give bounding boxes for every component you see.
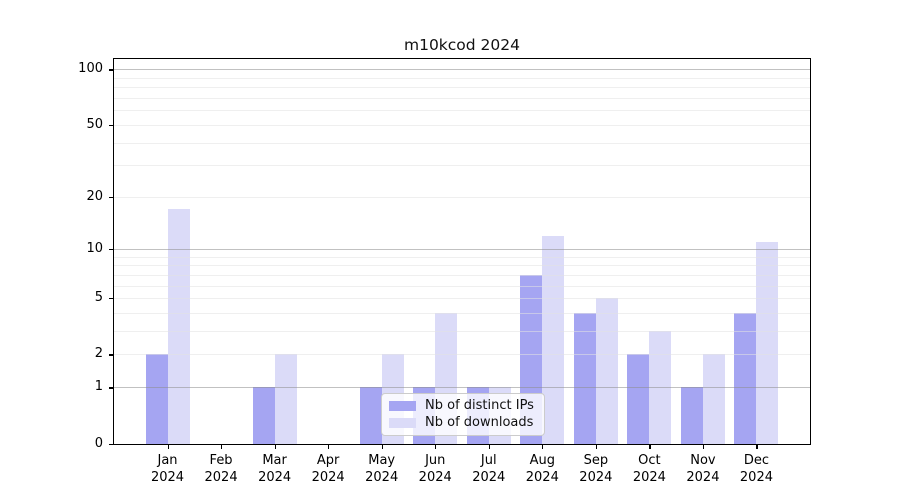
gridline-minor <box>114 256 810 258</box>
gridline-minor <box>114 313 810 315</box>
x-tick-mark <box>756 444 758 449</box>
x-tick-mark <box>274 444 276 449</box>
y-tick-label: 100 <box>78 61 103 77</box>
x-tick-mark <box>381 444 383 449</box>
legend-swatch-distinct-ips <box>389 401 416 411</box>
gridline-minor <box>114 98 810 100</box>
x-tick-label: Feb 2024 <box>204 453 238 485</box>
y-tick-mark <box>109 124 114 127</box>
x-tick-label: Jul 2024 <box>472 453 506 485</box>
gridline-major <box>114 387 810 389</box>
gridline-minor <box>114 87 810 89</box>
y-tick-mark <box>109 298 114 300</box>
bar-downloads <box>756 242 779 444</box>
gridline-minor <box>114 331 810 333</box>
x-tick-label: Jan 2024 <box>150 453 185 485</box>
legend-swatch-downloads <box>389 418 416 428</box>
gridline-minor <box>114 354 810 356</box>
x-tick-label: Apr 2024 <box>311 453 345 485</box>
gridline-minor <box>114 110 810 112</box>
y-tick-label: 10 <box>86 241 103 257</box>
bar-downloads <box>167 209 190 444</box>
x-tick-label: Oct 2024 <box>632 453 666 485</box>
grid-layer <box>114 59 810 444</box>
y-tick-mark <box>109 354 114 356</box>
y-tick-mark <box>109 249 114 251</box>
gridline-major <box>114 69 810 71</box>
bar-downloads <box>702 354 725 444</box>
x-tick-mark <box>595 444 598 449</box>
legend-item-downloads: Nb of downloads <box>389 416 535 430</box>
x-tick-mark <box>435 444 437 449</box>
bar-distinct-ips <box>627 354 650 444</box>
gridline-minor <box>114 77 810 79</box>
x-tick-mark <box>328 444 330 449</box>
x-tick-label: Sep 2024 <box>579 453 613 485</box>
y-tick-label: 2 <box>94 346 103 362</box>
gridline-minor <box>114 298 810 300</box>
plot-area <box>113 58 811 445</box>
y-tick-mark <box>109 387 114 389</box>
x-tick-label: Dec 2024 <box>739 453 773 485</box>
y-tick-mark <box>109 443 114 445</box>
y-tick-label: 50 <box>86 116 103 132</box>
gridline-minor <box>114 165 810 167</box>
x-tick-label: May 2024 <box>365 453 399 485</box>
legend-item-distinct-ips: Nb of distinct IPs <box>389 399 535 413</box>
x-tick-mark <box>488 444 490 449</box>
bar-downloads <box>542 235 565 444</box>
y-tick-label: 1 <box>94 379 103 395</box>
bar-distinct-ips <box>734 313 757 444</box>
legend-label: Nb of downloads <box>425 415 534 430</box>
gridline-minor <box>114 285 810 287</box>
x-tick-mark <box>542 444 544 449</box>
x-tick-label: Jun 2024 <box>418 453 452 485</box>
y-tick-mark <box>109 69 114 71</box>
gridline-major <box>114 249 810 251</box>
legend-label: Nb of distinct IPs <box>425 398 534 413</box>
bar-distinct-ips <box>573 313 596 444</box>
gridline-minor <box>114 142 810 144</box>
x-tick-mark <box>702 444 705 449</box>
x-tick-mark <box>167 444 169 449</box>
bar-distinct-ips <box>145 354 168 444</box>
bar-downloads <box>595 298 618 444</box>
legend: Nb of distinct IPs Nb of downloads <box>381 393 545 436</box>
gridline-minor <box>114 265 810 267</box>
y-tick-label: 5 <box>94 290 103 306</box>
y-tick-label: 0 <box>94 435 103 451</box>
y-tick-label: 20 <box>86 188 103 204</box>
bar-distinct-ips <box>680 387 703 444</box>
chart-title: m10kcod 2024 <box>403 36 520 54</box>
x-tick-label: Aug 2024 <box>525 453 559 485</box>
x-tick-label: Nov 2024 <box>686 453 720 485</box>
bar-downloads <box>274 354 297 444</box>
y-tick-mark <box>109 196 114 198</box>
gridline-minor <box>114 196 810 198</box>
x-tick-mark <box>221 444 223 449</box>
x-tick-label: Mar 2024 <box>258 453 292 485</box>
gridline-minor <box>114 274 810 276</box>
x-tick-mark <box>649 444 651 449</box>
bar-distinct-ips <box>252 387 275 444</box>
bar-distinct-ips <box>359 387 382 444</box>
gridline-minor <box>114 124 810 126</box>
